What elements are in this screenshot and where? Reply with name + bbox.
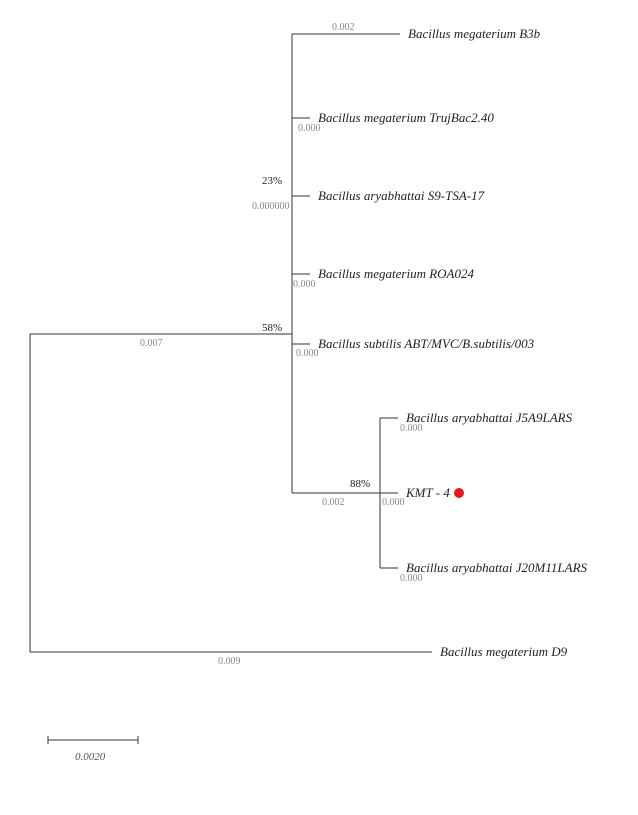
branch-length-label: 0.002	[332, 22, 355, 33]
taxon-label: Bacillus megaterium B3b	[408, 26, 541, 41]
taxon-label: Bacillus subtilis ABT/MVC/B.subtilis/003	[318, 336, 535, 351]
taxon-label: Bacillus megaterium TrujBac2.40	[318, 110, 494, 125]
highlight-dot-icon	[454, 488, 464, 498]
branch-length-label: 0.000	[296, 348, 319, 359]
branch-length-label: 0.000	[293, 279, 316, 290]
branch-length-label: 0.000	[382, 497, 405, 508]
branch-length-label: 0.009	[218, 656, 241, 667]
taxon-label: Bacillus aryabhattai J5A9LARS	[406, 410, 573, 425]
support-label: 23%	[262, 175, 282, 187]
branch-length-label: 0.000000	[252, 201, 290, 212]
phylogenetic-tree: 0.0070.0020.0020.00923%58%88%0.0000.0000…	[0, 0, 638, 815]
taxon-label: Bacillus megaterium ROA024	[318, 266, 474, 281]
taxon-label: Bacillus aryabhattai J20M11LARS	[406, 560, 588, 575]
branch-length-label: 0.007	[140, 338, 163, 349]
support-label: 88%	[350, 478, 370, 490]
support-label: 58%	[262, 322, 282, 334]
scale-bar-label: 0.0020	[75, 751, 106, 763]
taxon-label: Bacillus megaterium D9	[440, 644, 568, 659]
branch-length-label: 0.002	[322, 497, 345, 508]
taxon-label: Bacillus aryabhattai S9-TSA-17	[318, 188, 485, 203]
taxon-label: KMT - 4	[405, 485, 450, 500]
